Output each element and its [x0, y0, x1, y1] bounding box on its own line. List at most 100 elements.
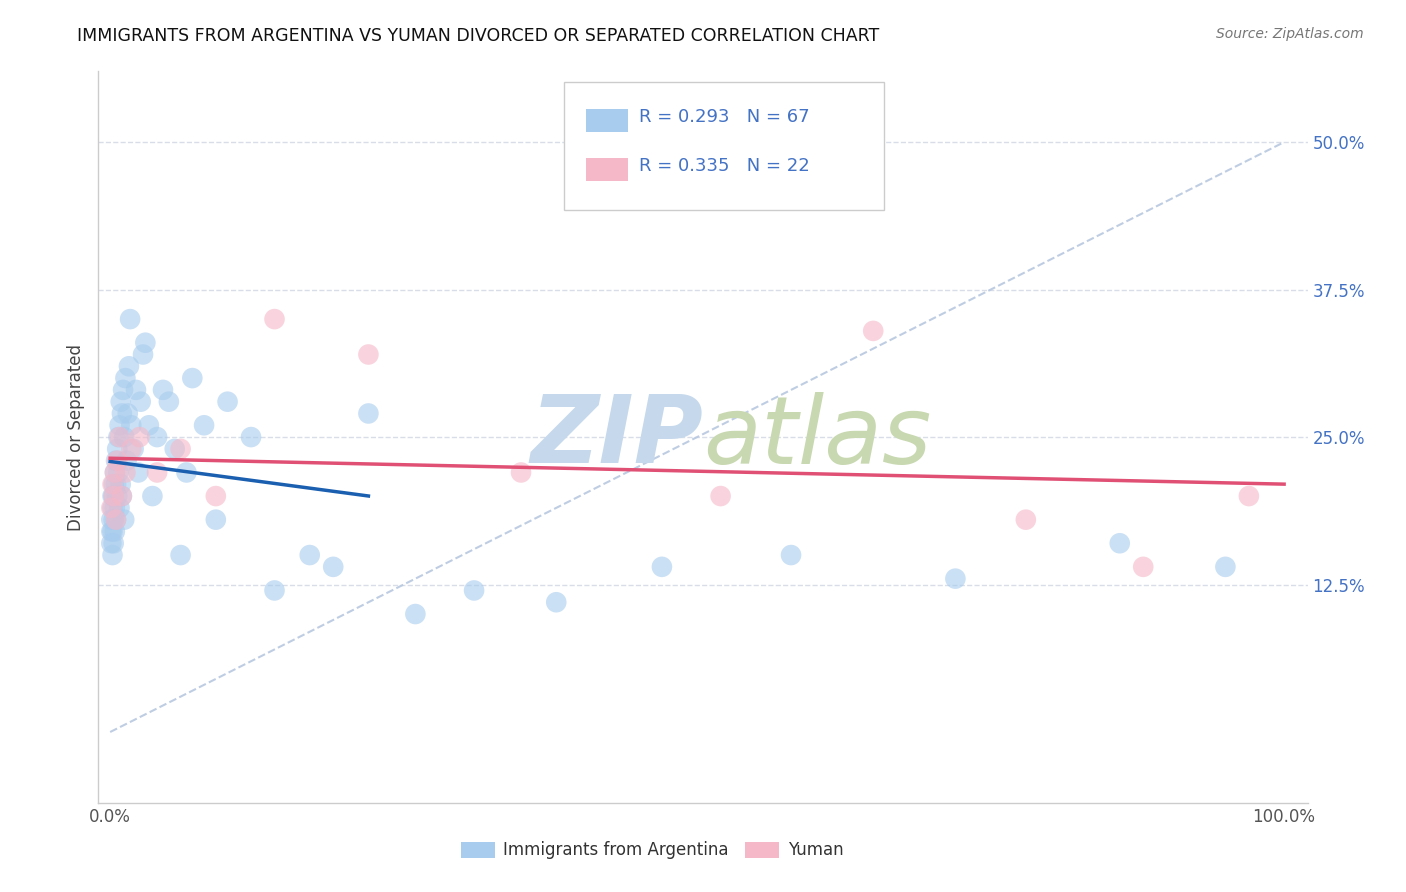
Point [111, 489, 134, 503]
Point [146, 466, 169, 480]
Point [217, 394, 239, 409]
Point [100, 536, 122, 550]
Point [104, 524, 127, 539]
Point [357, 347, 380, 361]
Text: IMMIGRANTS FROM ARGENTINA VS YUMAN DIVORCED OR SEPARATED CORRELATION CHART: IMMIGRANTS FROM ARGENTINA VS YUMAN DIVOR… [77, 27, 880, 45]
Point [510, 466, 533, 480]
Point [118, 359, 141, 374]
Point [710, 489, 733, 503]
Point [103, 489, 125, 503]
Point [404, 607, 426, 621]
Point [129, 394, 152, 409]
Point [112, 383, 135, 397]
Point [125, 383, 148, 397]
Point [546, 595, 568, 609]
Point [108, 418, 131, 433]
Point [322, 559, 344, 574]
Point [105, 453, 128, 467]
Point [152, 383, 174, 397]
Point [105, 489, 128, 503]
Point [120, 312, 142, 326]
Point [114, 466, 136, 480]
Point [104, 500, 127, 515]
FancyBboxPatch shape [586, 109, 628, 132]
Point [114, 371, 136, 385]
Point [110, 477, 132, 491]
Point [104, 466, 127, 480]
Point [103, 513, 125, 527]
Point [120, 418, 142, 433]
Point [101, 489, 124, 503]
Point [105, 442, 128, 456]
Point [181, 371, 204, 385]
Point [263, 312, 285, 326]
Point [146, 430, 169, 444]
FancyBboxPatch shape [564, 82, 884, 211]
Point [204, 489, 226, 503]
Point [176, 466, 198, 480]
Point [193, 418, 215, 433]
FancyBboxPatch shape [745, 841, 779, 858]
Point [1237, 489, 1260, 503]
Point [105, 513, 128, 527]
Point [169, 442, 191, 456]
Point [105, 513, 128, 527]
Point [157, 394, 180, 409]
Point [1108, 536, 1130, 550]
Text: Source: ZipAtlas.com: Source: ZipAtlas.com [1216, 27, 1364, 41]
Point [115, 453, 138, 467]
Point [105, 453, 128, 467]
Point [101, 524, 124, 539]
Point [1132, 559, 1154, 574]
Point [128, 430, 150, 444]
Point [298, 548, 321, 562]
Point [780, 548, 803, 562]
FancyBboxPatch shape [586, 158, 628, 181]
Point [122, 442, 145, 456]
Point [463, 583, 485, 598]
Point [163, 442, 186, 456]
Point [141, 489, 163, 503]
Point [103, 536, 125, 550]
Y-axis label: Divorced or Separated: Divorced or Separated [66, 343, 84, 531]
Point [651, 559, 673, 574]
Point [107, 466, 129, 480]
Text: R = 0.335   N = 22: R = 0.335 N = 22 [638, 158, 810, 176]
Point [108, 430, 131, 444]
Point [117, 407, 139, 421]
Point [112, 513, 135, 527]
Point [862, 324, 884, 338]
Text: Yuman: Yuman [787, 840, 844, 859]
Point [1015, 513, 1038, 527]
Point [111, 489, 134, 503]
Point [204, 513, 226, 527]
Point [107, 430, 129, 444]
Point [169, 548, 191, 562]
Text: R = 0.293   N = 67: R = 0.293 N = 67 [638, 109, 810, 127]
Point [240, 430, 263, 444]
Point [132, 347, 155, 361]
Point [111, 407, 134, 421]
Point [101, 477, 124, 491]
Point [357, 407, 380, 421]
Point [120, 442, 142, 456]
Point [1215, 559, 1237, 574]
Point [101, 500, 124, 515]
FancyBboxPatch shape [461, 841, 495, 858]
Point [134, 335, 156, 350]
Point [110, 394, 132, 409]
Point [101, 548, 124, 562]
Point [104, 466, 127, 480]
Text: atlas: atlas [703, 392, 931, 483]
Point [103, 489, 125, 503]
Point [112, 430, 135, 444]
Point [100, 500, 122, 515]
Point [100, 524, 122, 539]
Point [263, 583, 285, 598]
Point [100, 513, 122, 527]
Point [127, 466, 149, 480]
Point [945, 572, 967, 586]
Point [138, 418, 160, 433]
Text: ZIP: ZIP [530, 391, 703, 483]
Point [103, 477, 125, 491]
